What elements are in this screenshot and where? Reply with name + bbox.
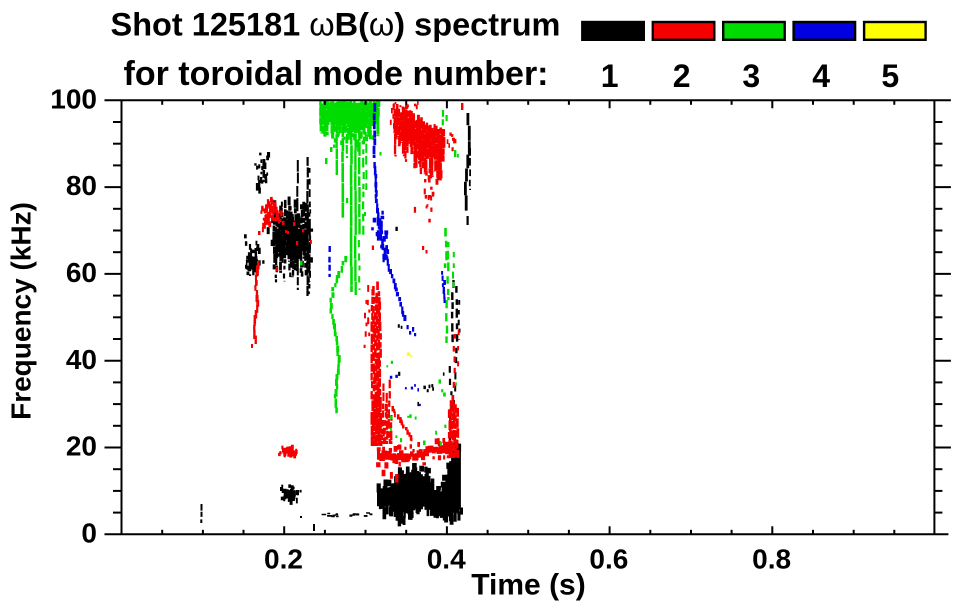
svg-text:20: 20 [66,431,97,462]
svg-text:2: 2 [673,58,691,94]
svg-text:Time (s): Time (s) [471,569,585,602]
svg-text:4: 4 [812,58,830,94]
svg-text:60: 60 [66,257,97,288]
svg-text:0.6: 0.6 [589,544,628,575]
svg-text:for toroidal mode number:: for toroidal mode number: [124,55,549,93]
svg-text:0: 0 [81,517,97,548]
svg-text:80: 80 [66,170,97,201]
svg-text:Shot 125181 ωB(ω) spectrum: Shot 125181 ωB(ω) spectrum [111,7,561,43]
svg-text:0.4: 0.4 [427,544,466,575]
svg-text:1: 1 [601,58,619,94]
svg-text:40: 40 [66,344,97,375]
svg-text:100: 100 [50,83,97,114]
svg-text:0.2: 0.2 [264,544,303,575]
svg-text:Frequency (kHz): Frequency (kHz) [6,202,37,420]
svg-text:5: 5 [881,58,899,94]
svg-text:3: 3 [742,58,760,94]
svg-text:0.8: 0.8 [752,544,791,575]
